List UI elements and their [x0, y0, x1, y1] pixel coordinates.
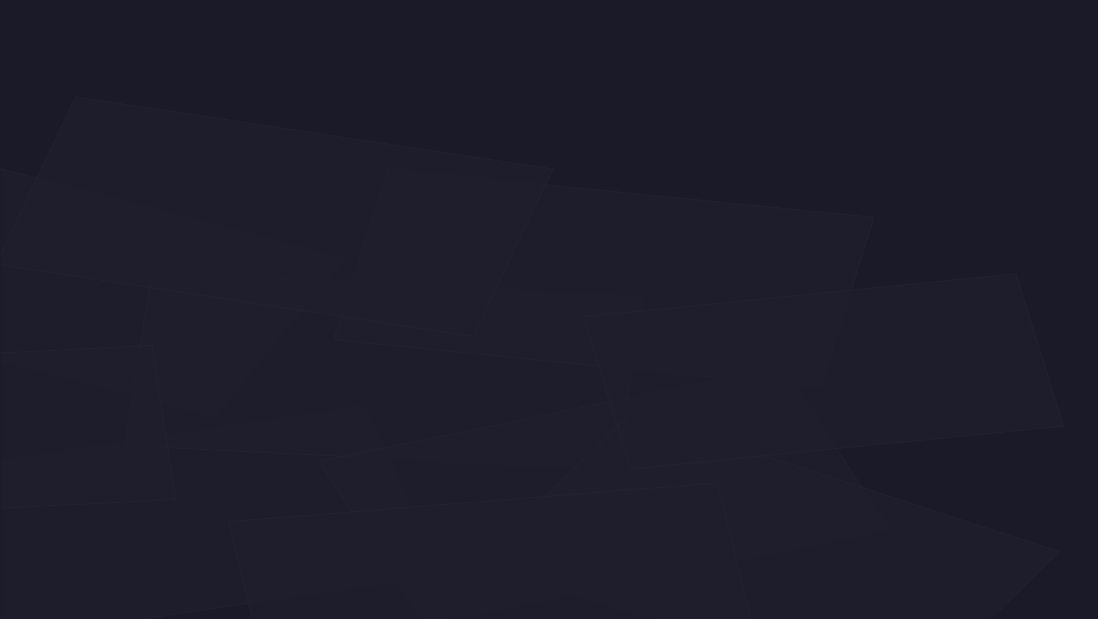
Bar	[188, 258, 251, 417]
Text: 36.96%: 36.96%	[103, 95, 158, 108]
Bar	[228, 483, 760, 619]
Text: -2.52%: -2.52%	[818, 441, 870, 454]
Text: 1.32%: 1.32%	[642, 389, 688, 402]
Bar	[583, 274, 1064, 469]
Bar	[478, 412, 1060, 619]
Text: -3.30%: -3.30%	[907, 448, 960, 461]
Text: 14.01%: 14.01%	[460, 285, 515, 298]
Legend: PSU Bank, Auto, Nifty Bank, FMCG, Financials, Nifty 50, Metal, Realty, Media, Ph: PSU Bank, Auto, Nifty Bank, FMCG, Financ…	[210, 552, 943, 602]
Bar	[634, 406, 697, 417]
Text: wealthinzen.com: wealthinzen.com	[362, 262, 561, 282]
Bar	[545, 347, 608, 417]
Text: -4.97%: -4.97%	[997, 461, 1049, 474]
Bar	[0, 407, 444, 619]
Bar	[366, 282, 430, 417]
Text: 19.22%: 19.22%	[192, 242, 247, 255]
Text: 8.42%: 8.42%	[553, 331, 600, 344]
Bar	[125, 273, 643, 470]
Text: 16.52%: 16.52%	[281, 264, 336, 277]
X-axis label: Sectors: Sectors	[535, 494, 618, 513]
Bar	[990, 417, 1054, 458]
Text: 0.80%: 0.80%	[732, 394, 777, 407]
Bar	[455, 301, 519, 417]
Title: Sector wise performance in past six months: Sector wise performance in past six mont…	[128, 18, 1024, 52]
Bar	[334, 169, 874, 388]
Bar	[0, 97, 553, 336]
Bar	[813, 417, 876, 438]
Bar	[277, 280, 341, 417]
Bar	[0, 345, 176, 521]
Bar	[722, 410, 787, 417]
Bar	[901, 417, 965, 444]
Text: 16.29%: 16.29%	[371, 266, 425, 279]
Bar	[99, 112, 163, 417]
Bar	[320, 366, 888, 619]
Bar	[0, 141, 344, 416]
